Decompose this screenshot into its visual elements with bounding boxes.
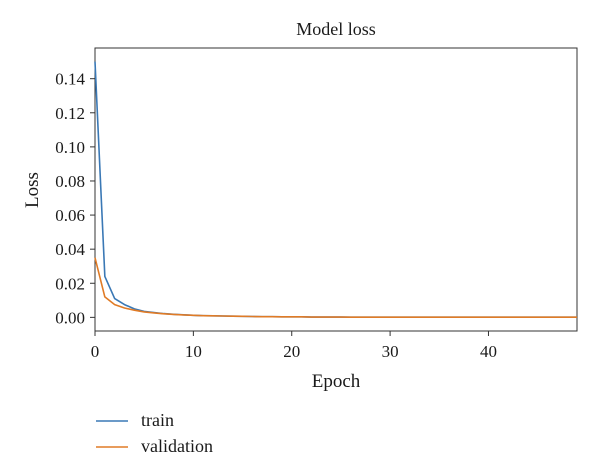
y-tick-label: 0.02 <box>55 274 85 293</box>
y-axis-title: Loss <box>22 172 43 208</box>
y-tick-label: 0.00 <box>55 308 85 327</box>
x-tick-label: 10 <box>185 342 202 361</box>
y-tick-label: 0.08 <box>55 172 85 191</box>
y-tick-label: 0.06 <box>55 206 85 225</box>
series-line-train <box>94 61 577 318</box>
x-tick-label: 30 <box>382 342 399 361</box>
x-axis: 0 10 20 30 40 <box>91 331 497 361</box>
y-axis: 0.00 0.02 0.04 0.06 0.08 0.10 0.12 0.14 <box>55 70 95 327</box>
y-tick-label: 0.10 <box>55 138 85 157</box>
plot-frame <box>94 47 578 332</box>
x-tick-label: 40 <box>480 342 497 361</box>
series-line-validation <box>94 257 577 318</box>
chart-title: Model loss <box>296 19 376 39</box>
x-tick-label: 0 <box>91 342 100 361</box>
x-axis-title: Epoch <box>312 371 361 392</box>
y-tick-label: 0.14 <box>55 70 85 89</box>
y-tick-label: 0.12 <box>55 104 85 123</box>
series-lines <box>94 61 577 318</box>
legend-label-train: train <box>141 410 174 430</box>
x-tick-label: 20 <box>283 342 300 361</box>
y-tick-label: 0.04 <box>55 240 85 259</box>
legend-label-validation: validation <box>141 436 213 456</box>
legend: train validation <box>96 410 213 456</box>
